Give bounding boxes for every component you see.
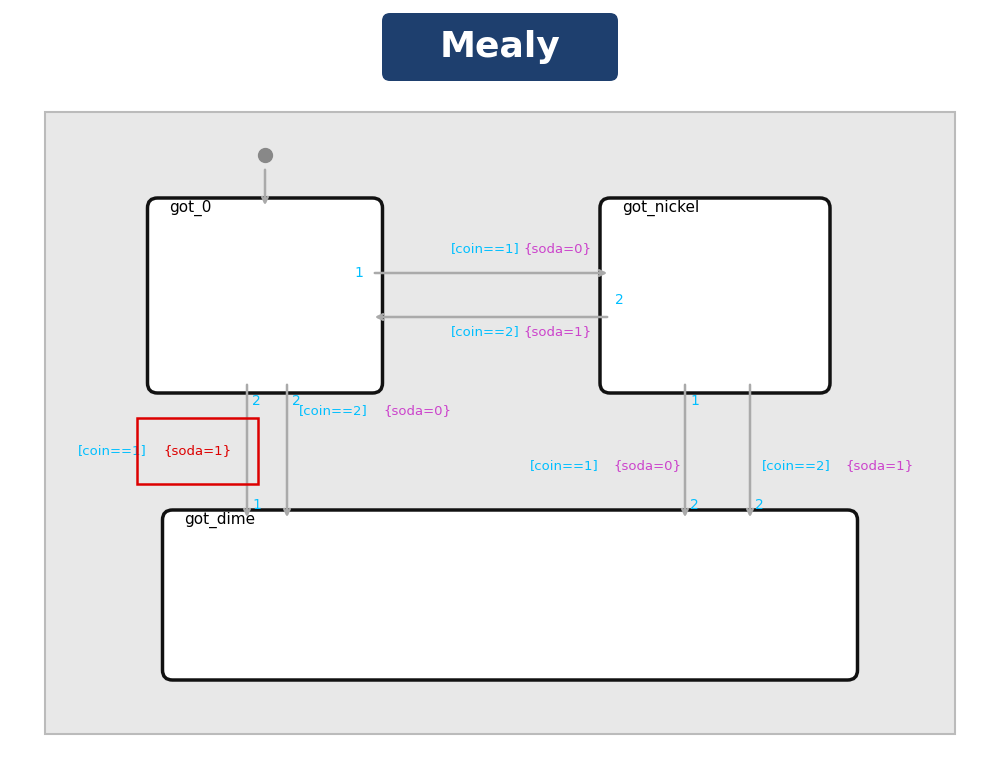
Text: {soda=1}: {soda=1} xyxy=(163,445,231,458)
Text: 1: 1 xyxy=(690,394,699,408)
Text: got_nickel: got_nickel xyxy=(622,200,699,216)
FancyBboxPatch shape xyxy=(45,112,955,734)
Text: 2: 2 xyxy=(292,394,301,408)
Text: got_dime: got_dime xyxy=(184,512,256,528)
FancyBboxPatch shape xyxy=(600,198,830,393)
Text: 1: 1 xyxy=(354,266,363,280)
Text: Mealy: Mealy xyxy=(440,30,560,64)
Text: [coin==1]: [coin==1] xyxy=(78,445,147,458)
Text: 2: 2 xyxy=(615,293,624,307)
Text: [coin==1]: [coin==1] xyxy=(451,242,520,255)
Text: got_0: got_0 xyxy=(170,200,212,216)
Text: 2: 2 xyxy=(755,498,764,512)
FancyBboxPatch shape xyxy=(162,510,858,680)
Text: {soda=1}: {soda=1} xyxy=(523,325,591,338)
Text: [coin==2]: [coin==2] xyxy=(299,404,368,417)
Text: 1: 1 xyxy=(252,498,261,512)
Text: [coin==1]: [coin==1] xyxy=(530,459,599,472)
Text: [coin==2]: [coin==2] xyxy=(451,325,520,338)
Text: 2: 2 xyxy=(690,498,699,512)
Text: [coin==2]: [coin==2] xyxy=(762,459,831,472)
Text: {soda=0}: {soda=0} xyxy=(613,459,681,472)
FancyBboxPatch shape xyxy=(382,13,618,81)
Text: {soda=1}: {soda=1} xyxy=(845,459,913,472)
Text: {soda=0}: {soda=0} xyxy=(523,242,591,255)
Text: 2: 2 xyxy=(252,394,261,408)
Text: {soda=0}: {soda=0} xyxy=(383,404,451,417)
FancyBboxPatch shape xyxy=(148,198,382,393)
